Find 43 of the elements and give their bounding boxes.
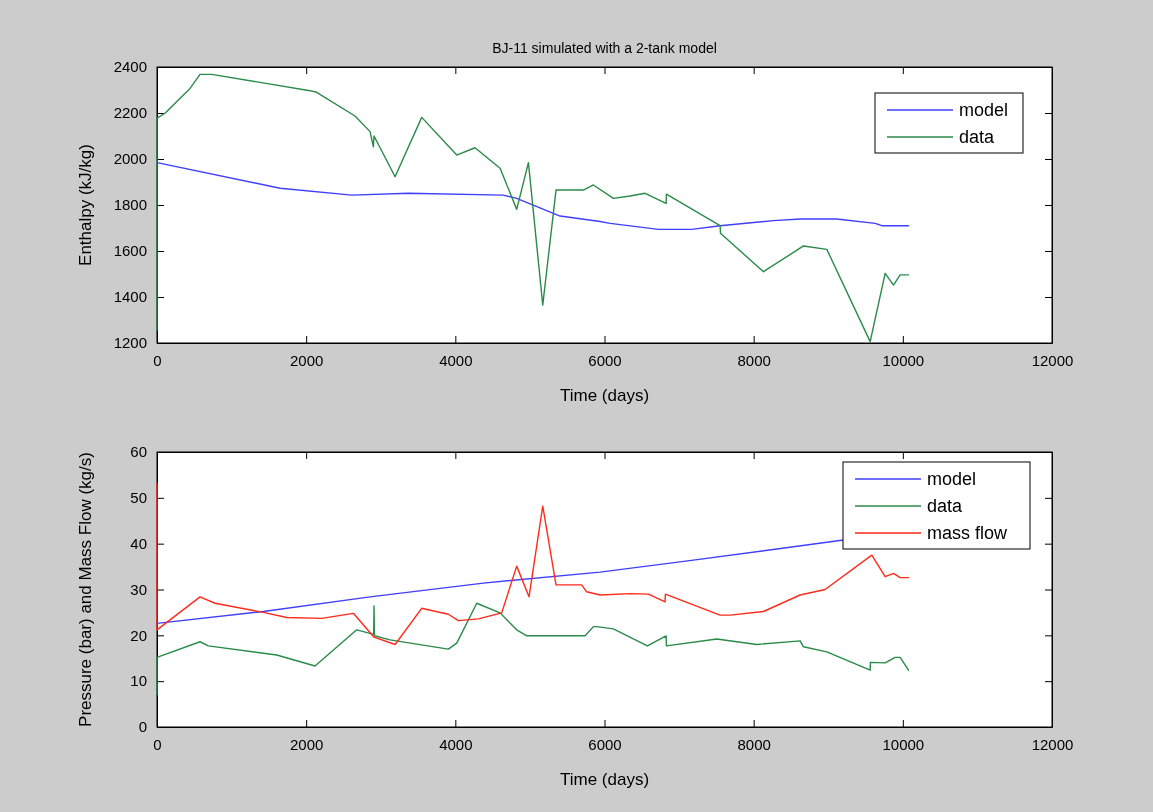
y-tick-label: 1400 (113, 288, 147, 306)
legend-label: data (959, 127, 996, 147)
y-axis-title: Pressure (bar) and Mass Flow (kg/s) (76, 452, 95, 727)
chart-title: BJ-11 simulated with a 2-tank model (492, 40, 717, 56)
line-series (156, 161, 910, 231)
y-tick-label: 40 (130, 534, 147, 552)
x-tick-label: 6000 (588, 351, 622, 369)
x-tick-label: 4000 (439, 735, 473, 753)
y-tick-label: 20 (130, 626, 147, 644)
y-axis-title: Enthalpy (kJ/kg) (76, 144, 95, 266)
x-tick-label: 4000 (439, 351, 473, 369)
y-tick-label: 30 (130, 580, 147, 598)
x-tick-label: 0 (153, 735, 162, 753)
line-series (156, 602, 910, 696)
legend-label: mass flow (927, 523, 1009, 543)
y-tick-label: 0 (138, 718, 147, 736)
y-tick-label: 1200 (113, 334, 147, 352)
y-tick-label: 50 (130, 489, 147, 507)
x-tick-label: 2000 (289, 735, 324, 753)
y-tick-label: 2400 (113, 58, 147, 76)
y-tick-label: 10 (130, 672, 147, 690)
x-tick-label: 0 (153, 351, 162, 369)
x-tick-label: 2000 (289, 351, 324, 369)
x-tick-label: 8000 (737, 735, 771, 753)
y-tick-label: 2000 (113, 150, 147, 168)
y-tick-label: 60 (130, 443, 147, 461)
x-axis-title: Time (days) (559, 386, 650, 405)
line-series (156, 539, 845, 625)
y-tick-label: 2200 (113, 104, 147, 122)
legend-label: model (959, 100, 1009, 120)
x-tick-label: 12000 (1031, 351, 1074, 369)
x-tick-label: 10000 (882, 735, 925, 753)
x-tick-label: 6000 (588, 735, 622, 753)
line-series (156, 73, 910, 343)
x-tick-label: 10000 (882, 351, 925, 369)
y-tick-label: 1800 (113, 196, 147, 214)
x-axis-title: Time (days) (559, 770, 650, 789)
x-tick-label: 12000 (1031, 735, 1074, 753)
x-tick-label: 8000 (737, 351, 771, 369)
y-tick-label: 1600 (113, 242, 147, 260)
line-series (156, 482, 910, 646)
legend-label: model (927, 469, 977, 489)
legend-label: data (927, 496, 964, 516)
